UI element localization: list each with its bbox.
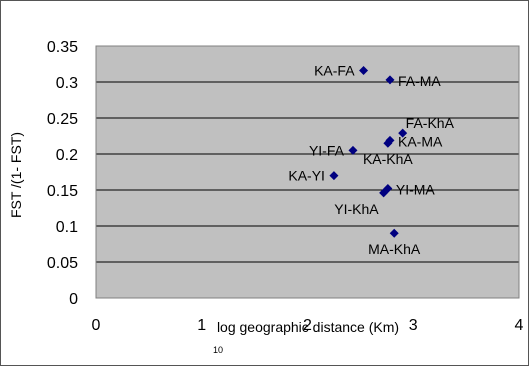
data-point-label: MA-KhA [368, 241, 421, 257]
data-point-marker [329, 171, 339, 181]
y-tick-label: 0.3 [56, 75, 78, 92]
y-tick-label: 0.05 [47, 255, 78, 272]
data-point-label: YI-KhA [334, 201, 379, 217]
data-points [329, 65, 408, 238]
data-point-marker [383, 138, 393, 148]
x-axis-label-subscript: 10 [213, 345, 223, 355]
data-point-labels: KA-FA FA-MA FA-KhA KA-MA YI-FA KA-KhA KA-YI YI-… [288, 62, 454, 257]
y-tick-label: 0 [69, 291, 78, 308]
plot-area-border [95, 45, 520, 299]
y-tick-label: 0.1 [56, 219, 78, 236]
plot-area [96, 46, 519, 298]
x-axis-ticks: 0 1 2 3 4 [92, 317, 524, 334]
data-point-label: KA-MA [398, 133, 443, 149]
data-point-marker [348, 145, 358, 155]
x-tick-label: 1 [197, 317, 206, 334]
data-point-label: KA-FA [314, 62, 355, 78]
y-tick-label: 0.2 [56, 147, 78, 164]
data-point-label: YI-MA [396, 182, 436, 198]
data-point-marker [379, 188, 389, 198]
y-axis-ticks: 0 0.05 0.1 0.15 0.2 0.25 0.3 0.35 [47, 39, 78, 308]
data-point-label: KA-YI [288, 168, 325, 184]
data-point-label: FA-MA [398, 73, 441, 89]
y-tick-label: 0.15 [47, 183, 78, 200]
data-point-marker [385, 75, 395, 85]
x-tick-label: 0 [92, 317, 101, 334]
y-axis-label: FST /(1- FST) [8, 132, 24, 218]
x-tick-label: 3 [409, 317, 418, 334]
data-point-label: KA-KhA [363, 151, 413, 167]
y-tick-label: 0.35 [47, 39, 78, 56]
data-point-marker [359, 65, 369, 75]
x-axis-label: log geographic distance (Km) [217, 319, 399, 335]
data-point-marker [389, 228, 399, 238]
data-point-label: YI-FA [309, 142, 345, 158]
data-point-marker [398, 128, 408, 138]
x-tick-label: 2 [303, 317, 312, 334]
y-tick-label: 0.25 [47, 111, 78, 128]
data-point-label: FA-KhA [406, 115, 455, 131]
x-tick-label: 4 [515, 317, 524, 334]
